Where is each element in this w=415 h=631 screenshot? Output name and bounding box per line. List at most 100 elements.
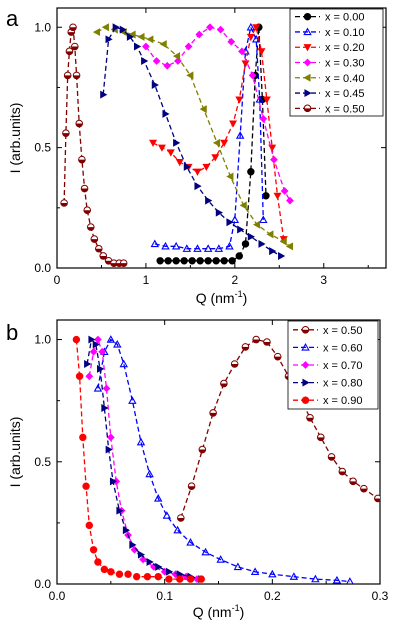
legend-entry: x = 0.45 <box>325 88 364 100</box>
data-point <box>262 192 270 200</box>
data-point <box>311 574 320 583</box>
data-point <box>109 477 118 486</box>
data-point <box>162 511 172 519</box>
data-point <box>62 129 70 137</box>
data-point <box>187 482 196 491</box>
data-point <box>84 360 92 368</box>
data-point <box>159 40 167 49</box>
data-point <box>119 25 127 34</box>
data-point <box>228 257 236 265</box>
x-axis-label-sup: -1 <box>232 603 240 613</box>
y-tick-label: 1.0 <box>34 20 51 34</box>
x-tick-label: 0.3 <box>372 589 389 603</box>
data-point <box>173 525 182 534</box>
legend-swatch-marker <box>303 104 312 113</box>
data-point <box>184 42 193 51</box>
data-point <box>193 244 202 252</box>
data-point <box>101 404 109 412</box>
legend-swatch-marker <box>303 58 312 67</box>
data-point <box>89 546 98 554</box>
data-point <box>247 168 255 176</box>
data-point <box>209 409 217 417</box>
data-point <box>220 139 229 147</box>
x-axis-label: Q (nm-1) <box>196 289 248 306</box>
series-x-0-90 <box>72 335 205 583</box>
data-point <box>230 215 240 224</box>
data-point <box>186 71 194 80</box>
data-point <box>149 139 158 147</box>
data-point <box>262 96 271 104</box>
data-point <box>162 109 170 118</box>
data-point <box>115 570 124 578</box>
series-x-0-50 <box>60 23 128 267</box>
data-point <box>241 343 250 351</box>
series-x-0-20 <box>149 24 288 244</box>
legend-swatch-marker <box>301 396 310 404</box>
data-point <box>241 240 250 248</box>
data-point <box>98 347 107 356</box>
x-tick-label: 3 <box>320 273 327 287</box>
data-point <box>220 257 228 265</box>
data-point <box>165 575 173 583</box>
data-point <box>199 105 207 114</box>
data-point <box>146 558 154 566</box>
data-point <box>278 251 286 260</box>
data-point <box>83 206 92 215</box>
data-point <box>142 42 150 51</box>
data-point <box>106 335 116 343</box>
legend-swatch-marker <box>303 44 312 52</box>
data-point <box>193 168 202 176</box>
data-point <box>220 379 228 388</box>
data-point <box>156 257 164 265</box>
plot-frame <box>56 7 387 269</box>
y-tick-label: 0.0 <box>34 577 51 591</box>
data-point <box>86 223 95 231</box>
data-point <box>349 477 357 486</box>
data-point <box>105 445 113 454</box>
data-point <box>60 199 68 207</box>
data-point <box>229 120 238 128</box>
y-axis-label: I (arb.units) <box>7 417 23 488</box>
data-point <box>174 57 182 65</box>
data-point <box>212 257 220 265</box>
data-point <box>133 42 142 51</box>
data-point <box>141 56 149 65</box>
data-point <box>204 257 212 265</box>
panel-letter: a <box>6 6 19 31</box>
x-tick-label: 0.0 <box>49 589 66 603</box>
data-point <box>154 572 162 581</box>
data-point <box>99 252 108 260</box>
data-point <box>119 359 128 368</box>
data-point <box>153 494 163 502</box>
data-point <box>230 360 239 368</box>
data-point <box>235 252 243 260</box>
data-point <box>197 575 205 583</box>
data-point <box>94 335 102 344</box>
data-point <box>346 577 354 584</box>
data-point <box>164 257 172 265</box>
data-point <box>173 138 181 147</box>
data-point <box>247 232 255 241</box>
data-point <box>252 335 260 344</box>
data-point <box>176 575 184 583</box>
data-point <box>122 526 131 535</box>
data-point <box>175 159 184 167</box>
data-point <box>216 555 225 563</box>
data-point <box>137 550 146 559</box>
data-point <box>360 484 368 493</box>
legend-entry: x = 0.30 <box>325 58 364 70</box>
data-point <box>212 138 221 147</box>
data-point <box>180 257 188 265</box>
data-point <box>85 521 93 530</box>
x-axis-label-sup: -1 <box>235 289 243 299</box>
data-point <box>75 119 84 128</box>
data-point <box>100 90 108 99</box>
data-point <box>93 384 103 392</box>
y-axis-label: I (arb.units) <box>7 103 23 174</box>
data-point <box>137 32 145 41</box>
data-point <box>374 494 380 503</box>
data-point <box>235 131 245 139</box>
data-point <box>259 215 268 224</box>
legend-swatch-marker <box>304 89 312 98</box>
legend: x = 0.00 x = 0.10 x = 0.20 x = 0.30 x = 0.40… <box>289 8 384 117</box>
